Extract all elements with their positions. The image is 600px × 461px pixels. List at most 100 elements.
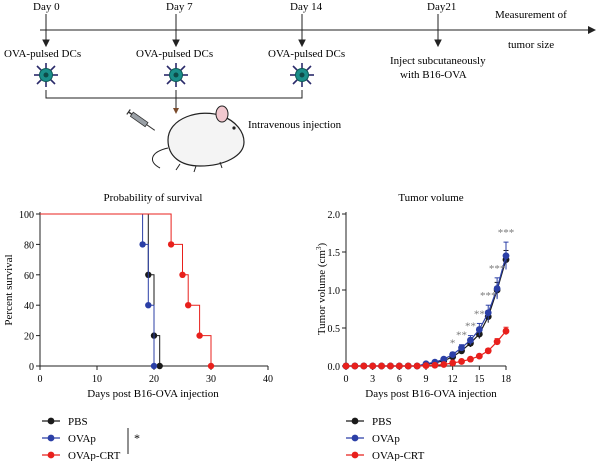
x-tick-label: 15 — [474, 374, 484, 385]
legend-marker — [47, 417, 55, 425]
legend-label: PBS — [372, 416, 392, 428]
tumor-ylabel-sup: 3 — [315, 246, 323, 250]
injection-bracket — [45, 90, 303, 110]
dendritic-cell-icon — [290, 63, 314, 87]
x-tick-label: 40 — [263, 374, 273, 385]
timeline-arrowhead — [588, 26, 596, 34]
legend-label: PBS — [68, 416, 88, 428]
dc-label-day7: OVA-pulsed DCs — [136, 48, 213, 60]
dendritic-cell-icon — [34, 63, 58, 87]
tumor-point — [342, 362, 350, 370]
dendritic-cell-icon — [164, 63, 188, 87]
tumor-point — [475, 352, 483, 360]
inject-label-line2: with B16-OVA — [400, 69, 467, 81]
survival-point — [156, 362, 163, 370]
y-tick-label: 0.5 — [328, 324, 341, 335]
legend-significance-star: * — [134, 431, 140, 445]
dc-label-day14: OVA-pulsed DCs — [268, 48, 345, 60]
legend-label: OVAp — [68, 433, 96, 445]
tumor-point — [493, 285, 501, 292]
tumor-point — [458, 344, 465, 352]
survival-point — [207, 362, 215, 370]
tumor-annotations: **************** — [450, 227, 514, 349]
measurement-label-line2: tumor size — [508, 39, 554, 51]
tumor-series — [342, 241, 510, 370]
tumor-point — [484, 309, 492, 317]
significance-label: ** — [474, 308, 485, 320]
significance-label: ** — [465, 321, 476, 333]
day-14-label: Day 14 — [290, 1, 323, 13]
tumor-point — [467, 336, 474, 344]
x-tick-label: 12 — [448, 374, 458, 385]
survival-line-ovap-crt — [40, 213, 212, 366]
tumor-point — [351, 362, 359, 370]
survival-title: Probability of survival — [104, 192, 203, 204]
timeline: Day 0 Day 7 Day 14 Day21 Measurement of … — [4, 1, 596, 173]
x-tick-label: 30 — [206, 374, 216, 385]
x-tick-label: 0 — [38, 374, 43, 385]
tumor-point — [502, 252, 510, 260]
survival-line-ovap — [40, 213, 155, 366]
legend-tumor: PBS OVAp OVAp-CRT — [346, 416, 425, 461]
x-tick-label: 9 — [424, 374, 429, 385]
tumor-point — [440, 355, 448, 363]
bracket-arrowhead — [173, 108, 179, 114]
significance-label: * — [450, 337, 456, 349]
legend-marker — [351, 451, 359, 459]
survival-chart: Probability of survival Percent survival… — [3, 192, 273, 400]
survival-series — [40, 213, 215, 370]
tumor-point — [449, 359, 457, 367]
y-tick-label: 1.0 — [328, 286, 341, 297]
y-tick-label: 40 — [24, 301, 34, 312]
x-tick-label: 20 — [149, 374, 159, 385]
iv-injection-label: Intravenous injection — [248, 119, 342, 131]
y-tick-label: 60 — [24, 271, 34, 282]
day-21-label: Day21 — [427, 1, 456, 13]
y-tick-label: 1.5 — [328, 248, 341, 259]
survival-point — [150, 362, 158, 370]
tumor-ylabel: Tumor volume (cm3) — [315, 243, 328, 336]
survival-ylabel: Percent survival — [3, 254, 15, 325]
mouse-icon — [152, 105, 245, 173]
survival-point — [196, 332, 203, 339]
legend-survival: PBS OVAp OVAp-CRT — [42, 416, 121, 461]
significance-label: ** — [456, 330, 467, 342]
legend-label: OVAp — [372, 433, 400, 445]
tumor-point — [475, 326, 483, 333]
x-tick-label: 0 — [344, 374, 349, 385]
survival-point — [139, 241, 146, 248]
tumor-chart: Tumor volume Tumor volume (cm3) Days pos… — [315, 192, 514, 400]
tumor-point — [387, 362, 394, 370]
y-tick-label: 80 — [24, 240, 34, 251]
legend-marker — [47, 434, 55, 442]
x-tick-label: 18 — [501, 374, 511, 385]
x-tick-label: 3 — [370, 374, 375, 385]
inject-label-line1: Inject subcutaneously — [390, 55, 486, 67]
y-tick-label: 0.0 — [328, 362, 341, 373]
x-tick-label: 6 — [397, 374, 402, 385]
dc-label-day0: OVA-pulsed DCs — [4, 48, 81, 60]
tumor-title: Tumor volume — [398, 192, 463, 204]
legend-label: OVAp-CRT — [68, 450, 121, 461]
y-tick-label: 2.0 — [328, 210, 341, 221]
survival-line-pbs — [40, 213, 161, 366]
survival-xlabel: Days post B16-OVA injection — [87, 388, 219, 400]
y-tick-label: 20 — [24, 332, 34, 343]
tumor-point — [422, 362, 430, 370]
survival-point — [185, 302, 192, 309]
significance-label: *** — [489, 263, 506, 275]
survival-point — [145, 302, 152, 309]
survival-axes: 0 20 40 60 80 100 0 10 20 30 40 — [19, 210, 273, 385]
tumor-point — [431, 361, 439, 369]
measurement-label-line1: Measurement of — [495, 9, 567, 21]
tumor-point — [449, 351, 457, 358]
tumor-point — [502, 327, 510, 335]
tumor-xlabel: Days post B16-OVA injection — [365, 388, 497, 400]
tumor-point — [458, 358, 465, 365]
tumor-point — [493, 338, 501, 346]
tumor-ylabel-suffix: ) — [316, 243, 328, 247]
day-arrows — [42, 14, 442, 48]
tumor-point — [369, 362, 377, 370]
syringe-icon — [126, 109, 156, 131]
